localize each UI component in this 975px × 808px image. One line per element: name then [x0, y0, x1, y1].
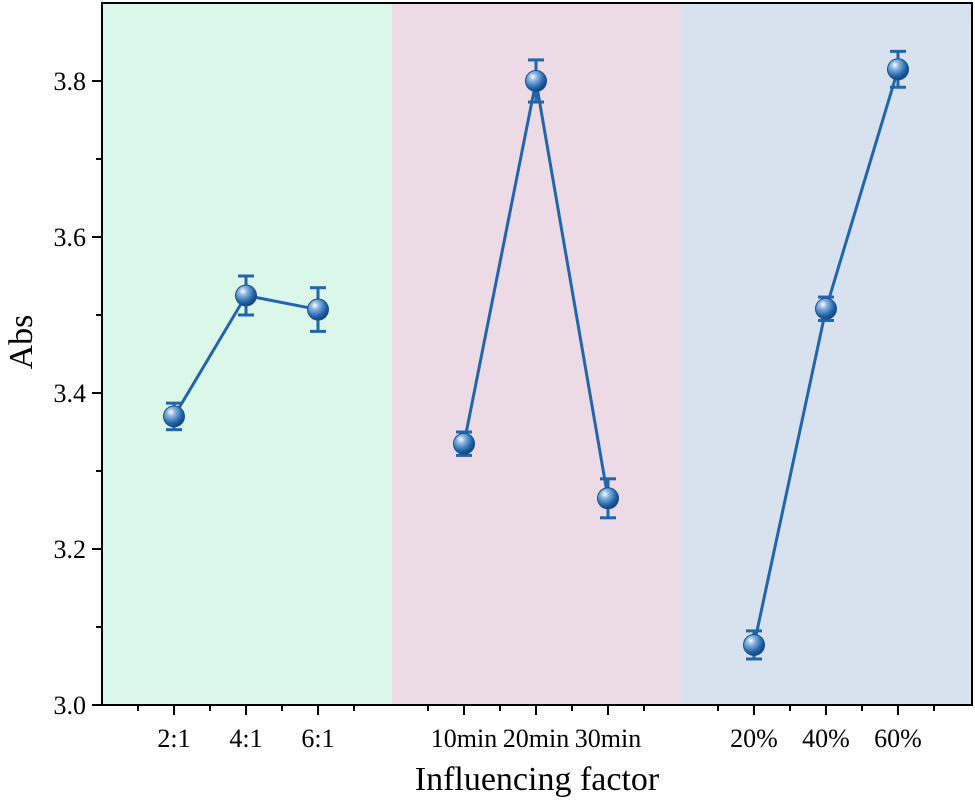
data-point — [597, 487, 619, 510]
data-point — [235, 284, 257, 307]
data-point — [163, 405, 185, 428]
data-point — [815, 297, 837, 320]
y-tick-label: 3.0 — [54, 691, 87, 720]
y-tick-label: 3.8 — [54, 67, 87, 96]
background-band-3 — [682, 3, 972, 705]
x-tick-label: 60% — [874, 724, 922, 753]
data-point — [525, 70, 547, 92]
x-tick-label: 30min — [575, 724, 641, 753]
x-tick-label: 40% — [802, 724, 850, 753]
x-tick-label: 2:1 — [157, 724, 190, 753]
x-tick-label: 6:1 — [301, 724, 334, 753]
data-point — [307, 298, 329, 321]
x-tick-label: 20min — [503, 724, 569, 753]
data-point — [453, 432, 475, 455]
y-tick-label: 3.2 — [54, 535, 87, 564]
data-point — [743, 633, 765, 656]
data-series — [163, 49, 909, 661]
background-band-2 — [392, 3, 682, 705]
x-tick-label: 4:1 — [229, 724, 262, 753]
y-tick-label: 3.4 — [54, 379, 87, 408]
x-tick-label: 20% — [730, 724, 778, 753]
data-point — [887, 58, 909, 81]
x-tick-label: 10min — [431, 724, 497, 753]
background-bands — [102, 3, 972, 705]
x-axis-title: Influencing factor — [415, 761, 660, 798]
axes: 3.0 3.2 3.4 3.6 3.8 2:1 4:1 6:1 10min 20min 30min 2… — [54, 2, 973, 753]
background-band-1 — [102, 3, 392, 705]
y-axis-title: Abs — [3, 315, 40, 370]
y-tick-label: 3.6 — [54, 223, 87, 252]
